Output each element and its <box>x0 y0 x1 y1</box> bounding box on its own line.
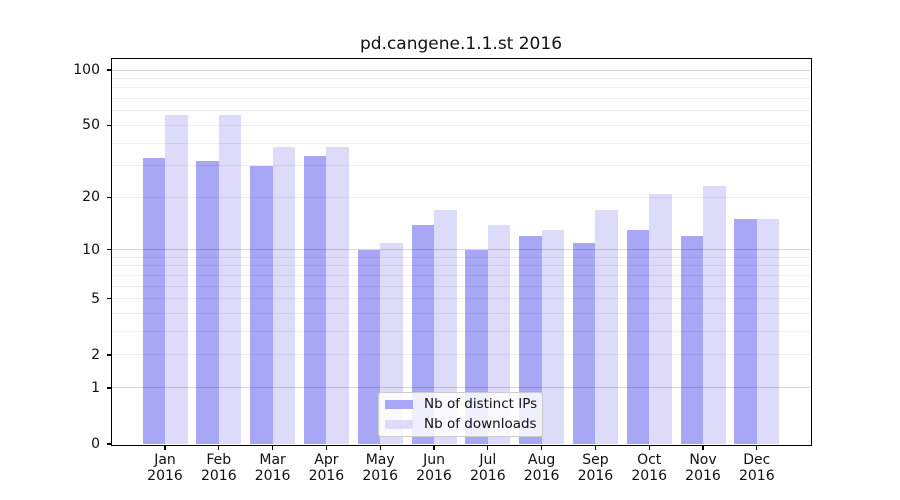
x-tick-mark-jan <box>164 445 166 450</box>
x-tick-label-sep: Sep 2016 <box>577 452 614 484</box>
x-tick-mark-nov <box>702 445 704 450</box>
bar-nb-of-downloads-nov <box>703 186 726 444</box>
gridline-6 <box>112 285 810 287</box>
y-tick-label-10: 10 <box>82 241 100 258</box>
bar-nb-of-distinct-ips-dec <box>734 219 757 444</box>
gridline-20 <box>112 196 810 198</box>
y-tick-label-50: 50 <box>82 117 100 134</box>
plot-area: Nb of distinct IPs Nb of downloads <box>112 59 810 444</box>
bar-nb-of-distinct-ips-sep <box>572 242 596 444</box>
gridline-70 <box>112 98 810 100</box>
gridline-7 <box>112 274 810 276</box>
legend-item-downloads: Nb of downloads <box>385 416 537 433</box>
legend-swatch-downloads <box>385 420 413 429</box>
gridline-2 <box>112 354 810 356</box>
x-tick-mark-may <box>379 445 381 450</box>
y-tick-label-100: 100 <box>73 62 100 78</box>
gridline-100 <box>112 69 810 71</box>
gridline-30 <box>112 165 810 167</box>
bar-nb-of-downloads-feb <box>218 114 242 444</box>
y-tick-mark-50 <box>107 124 112 127</box>
y-tick-mark-10 <box>107 248 112 251</box>
y-tick-label-0: 0 <box>91 436 100 452</box>
x-tick-mark-dec <box>756 445 758 450</box>
y-tick-mark-1 <box>107 387 112 389</box>
x-tick-label-feb: Feb 2016 <box>200 452 237 484</box>
legend-label-distinct-ips: Nb of distinct IPs <box>424 396 538 412</box>
bar-nb-of-distinct-ips-mar <box>250 165 273 444</box>
x-tick-mark-aug <box>540 445 543 450</box>
x-tick-label-jul: Jul 2016 <box>469 452 506 484</box>
bar-nb-of-distinct-ips-oct <box>626 230 650 444</box>
y-tick-label-1: 1 <box>91 379 100 396</box>
gridline-40 <box>112 142 810 144</box>
y-tick-mark-5 <box>107 298 112 300</box>
gridline-80 <box>112 87 810 89</box>
bar-nb-of-downloads-sep <box>595 209 618 444</box>
bar-nb-of-distinct-ips-jan <box>142 158 165 444</box>
legend: Nb of distinct IPs Nb of downloads <box>378 392 543 437</box>
y-tick-mark-2 <box>107 354 112 356</box>
bar-nb-of-downloads-dec <box>756 219 780 444</box>
gridline-60 <box>112 110 810 112</box>
legend-label-downloads: Nb of downloads <box>424 416 537 432</box>
x-tick-label-may: May 2016 <box>362 452 398 484</box>
gridline-10 <box>112 249 810 251</box>
gridline-50 <box>112 124 810 126</box>
gridline-1 <box>112 387 810 389</box>
bar-nb-of-distinct-ips-nov <box>680 236 703 444</box>
x-tick-mark-oct <box>648 445 650 450</box>
x-tick-mark-feb <box>218 445 220 450</box>
bar-nb-of-downloads-jun <box>434 209 457 444</box>
bar-nb-of-distinct-ips-may <box>357 249 381 444</box>
x-tick-label-jun: Jun 2016 <box>416 452 452 484</box>
bar-nb-of-downloads-jan <box>165 114 188 444</box>
bar-nb-of-distinct-ips-feb <box>196 160 219 444</box>
gridline-4 <box>112 313 810 315</box>
x-tick-mark-jun <box>433 445 435 450</box>
bar-nb-of-distinct-ips-apr <box>303 155 327 444</box>
legend-swatch-distinct-ips <box>385 400 413 409</box>
x-tick-label-nov: Nov 2016 <box>685 452 721 484</box>
y-tick-label-2: 2 <box>91 346 100 363</box>
gridline-8 <box>112 265 810 267</box>
x-tick-mark-apr <box>325 445 328 450</box>
gridline-90 <box>112 77 810 79</box>
bar-nb-of-downloads-jul <box>487 224 511 444</box>
chart-title: pd.cangene.1.1.st 2016 <box>359 34 563 54</box>
x-tick-label-apr: Apr 2016 <box>308 452 345 484</box>
y-tick-mark-0 <box>107 443 112 445</box>
x-tick-mark-mar <box>271 445 274 450</box>
x-tick-label-oct: Oct 2016 <box>631 452 667 484</box>
x-tick-mark-sep <box>594 445 597 450</box>
bar-nb-of-downloads-aug <box>541 230 565 444</box>
y-tick-mark-20 <box>107 196 112 198</box>
x-tick-label-jan: Jan 2016 <box>147 452 183 484</box>
x-tick-label-dec: Dec 2016 <box>738 452 775 484</box>
bar-nb-of-downloads-apr <box>326 147 349 444</box>
x-tick-label-aug: Aug 2016 <box>523 452 560 484</box>
gridline-3 <box>112 331 810 333</box>
bar-nb-of-downloads-mar <box>272 147 296 444</box>
bar-nb-of-downloads-oct <box>649 193 672 444</box>
y-tick-mark-100 <box>107 69 112 71</box>
y-tick-label-5: 5 <box>91 290 100 307</box>
x-tick-label-mar: Mar 2016 <box>254 452 291 484</box>
bar-nb-of-distinct-ips-jun <box>411 224 434 444</box>
x-tick-mark-jul <box>487 445 489 450</box>
gridline-9 <box>112 256 810 258</box>
legend-item-distinct-ips: Nb of distinct IPs <box>385 396 538 413</box>
y-tick-label-20: 20 <box>82 189 100 206</box>
gridline-5 <box>112 298 810 300</box>
